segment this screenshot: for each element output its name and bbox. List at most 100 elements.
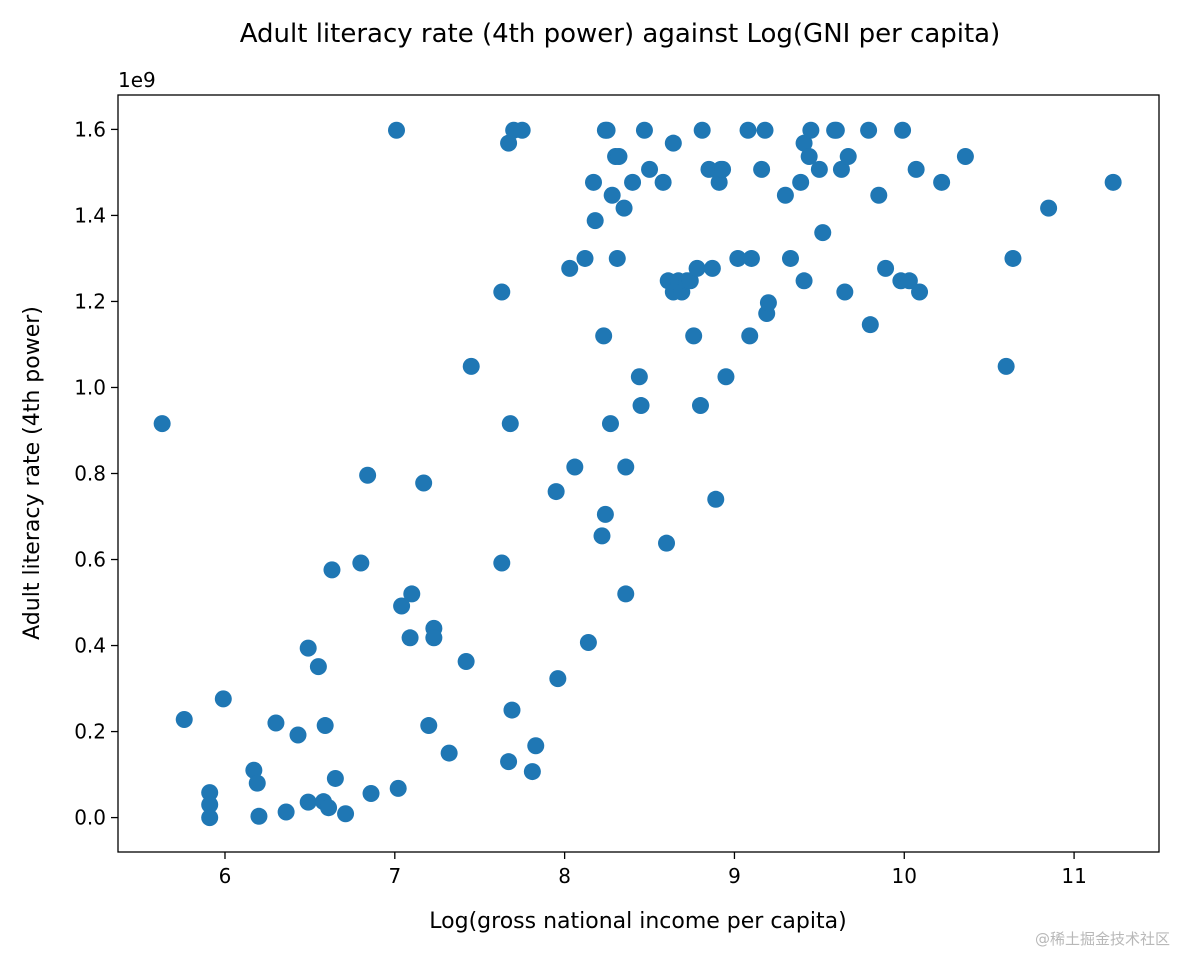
y-axis: 0.0 0.2 0.4 0.6 0.8 1.0 1.2 1.4 1.6 xyxy=(74,117,118,830)
data-point xyxy=(523,763,541,781)
data-point xyxy=(576,249,594,267)
data-point xyxy=(714,160,732,178)
data-point xyxy=(299,639,317,657)
data-point xyxy=(457,652,475,670)
x-tick-label: 11 xyxy=(1061,864,1086,888)
data-point xyxy=(566,458,584,476)
data-point xyxy=(214,690,232,708)
data-point xyxy=(632,397,650,415)
data-point xyxy=(462,357,480,375)
data-point xyxy=(608,249,626,267)
data-point xyxy=(703,259,721,277)
data-point xyxy=(911,283,929,301)
data-point xyxy=(861,316,879,334)
y-tick-label: 1.0 xyxy=(74,375,106,399)
data-point xyxy=(586,212,604,230)
data-point xyxy=(1040,199,1058,217)
y-tick-label: 0.8 xyxy=(74,462,106,486)
data-point xyxy=(900,272,918,290)
data-point xyxy=(337,805,355,823)
data-point xyxy=(832,160,850,178)
data-point xyxy=(836,283,854,301)
data-point xyxy=(248,774,266,792)
data-point xyxy=(776,186,794,204)
data-point xyxy=(933,173,951,191)
chart-title: Adult literacy rate (4th power) against … xyxy=(240,19,1001,49)
y-offset-label: 1e9 xyxy=(118,68,156,92)
x-axis: 6 7 8 9 10 11 xyxy=(219,852,1087,888)
data-point xyxy=(827,121,845,139)
data-point xyxy=(289,726,307,744)
data-point xyxy=(309,658,327,676)
data-point xyxy=(753,160,771,178)
data-point xyxy=(870,186,888,204)
data-point xyxy=(877,259,895,277)
data-point xyxy=(756,121,774,139)
x-tick-label: 6 xyxy=(219,864,232,888)
y-tick-label: 1.2 xyxy=(74,289,106,313)
data-point xyxy=(359,466,377,484)
data-point xyxy=(527,737,545,755)
data-point xyxy=(352,554,370,572)
data-point xyxy=(501,415,519,433)
data-point xyxy=(860,121,878,139)
x-axis-label: Log(gross national income per capita) xyxy=(429,909,846,934)
data-point xyxy=(503,701,521,719)
data-point xyxy=(630,368,648,386)
data-point xyxy=(839,148,857,166)
y-tick-label: 0.2 xyxy=(74,720,106,744)
data-point xyxy=(729,249,747,267)
data-point xyxy=(617,585,635,603)
data-point xyxy=(739,121,757,139)
data-point xyxy=(299,793,317,811)
data-point xyxy=(741,327,759,345)
data-point xyxy=(549,670,567,688)
data-point xyxy=(603,186,621,204)
data-point xyxy=(997,357,1015,375)
data-point xyxy=(635,121,653,139)
data-point xyxy=(615,199,633,217)
x-tick-label: 9 xyxy=(728,864,741,888)
data-point xyxy=(664,134,682,152)
data-point xyxy=(710,173,728,191)
data-point xyxy=(420,717,438,735)
data-point xyxy=(415,474,433,492)
x-tick-label: 10 xyxy=(892,864,917,888)
data-point xyxy=(201,796,219,814)
data-point xyxy=(781,249,799,267)
data-point xyxy=(1004,249,1022,267)
data-point xyxy=(691,397,709,415)
y-tick-label: 0.4 xyxy=(74,634,106,658)
data-point xyxy=(561,259,579,277)
y-axis-label: Adult literacy rate (4th power) xyxy=(20,306,45,640)
data-point xyxy=(245,761,263,779)
data-point xyxy=(493,554,511,572)
data-point xyxy=(320,799,338,817)
data-point xyxy=(201,784,219,802)
data-point xyxy=(316,717,334,735)
data-point xyxy=(362,785,380,803)
data-point xyxy=(493,283,511,301)
data-point xyxy=(792,173,810,191)
data-point xyxy=(593,527,611,545)
data-point xyxy=(326,769,344,787)
data-point xyxy=(795,272,813,290)
data-point xyxy=(707,490,725,508)
data-point xyxy=(601,415,619,433)
data-point xyxy=(389,779,407,797)
data-point xyxy=(658,534,676,552)
y-tick-label: 0.6 xyxy=(74,548,106,572)
data-point xyxy=(500,753,518,771)
data-point xyxy=(641,160,659,178)
data-point xyxy=(795,134,813,152)
data-point xyxy=(513,121,531,139)
data-point xyxy=(547,483,565,501)
data-point xyxy=(403,585,421,603)
data-points xyxy=(153,121,1122,827)
data-point xyxy=(759,294,777,312)
data-point xyxy=(388,121,406,139)
data-point xyxy=(250,807,268,825)
data-point xyxy=(700,160,718,178)
y-tick-label: 1.6 xyxy=(74,117,106,141)
